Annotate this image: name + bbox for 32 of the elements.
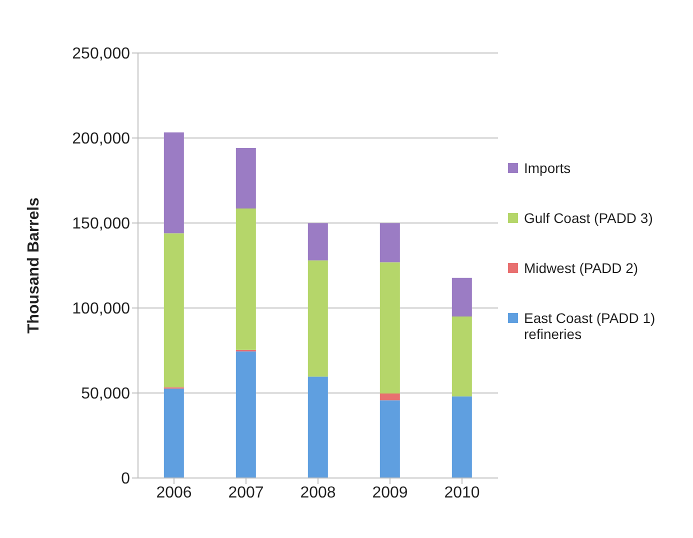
bar bbox=[380, 223, 400, 262]
y-tick-label: 250,000 bbox=[72, 46, 130, 63]
bar bbox=[380, 394, 400, 400]
bar bbox=[308, 223, 328, 260]
x-tick-label: 2010 bbox=[444, 484, 480, 502]
bar bbox=[380, 262, 400, 394]
bar bbox=[380, 400, 400, 478]
bar bbox=[308, 376, 328, 478]
x-tick-label: 2008 bbox=[300, 484, 336, 502]
bar bbox=[236, 208, 256, 350]
y-tick-label: 0 bbox=[121, 470, 130, 488]
x-tick-label: 2009 bbox=[372, 484, 408, 502]
bar bbox=[308, 260, 328, 377]
bar bbox=[452, 316, 472, 396]
y-tick-label: 50,000 bbox=[81, 386, 130, 403]
legend-label: Gulf Coast (PADD 3) bbox=[524, 210, 653, 226]
x-tick-label: 2007 bbox=[228, 484, 264, 502]
bar bbox=[236, 351, 256, 478]
x-tick-label: 2006 bbox=[156, 484, 192, 502]
bar bbox=[236, 148, 256, 209]
legend-label: Imports bbox=[524, 160, 571, 176]
y-axis-title: Thousand Barrels bbox=[26, 197, 43, 334]
bar bbox=[164, 132, 184, 234]
y-tick-label: 200,000 bbox=[72, 130, 130, 148]
y-tick-label: 150,000 bbox=[72, 216, 130, 233]
legend-label: Midwest (PADD 2) bbox=[524, 260, 638, 276]
bar bbox=[452, 278, 472, 316]
y-tick-label: 100,000 bbox=[72, 300, 130, 318]
bar bbox=[164, 233, 184, 388]
bar bbox=[452, 396, 472, 478]
bar bbox=[164, 388, 184, 478]
legend-label: East Coast (PADD 1) refineries bbox=[524, 310, 656, 342]
